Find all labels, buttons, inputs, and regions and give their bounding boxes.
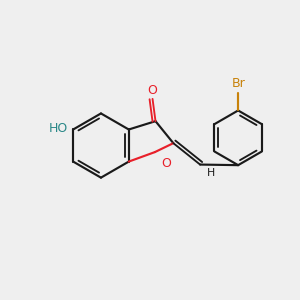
Text: HO: HO [49,122,68,134]
Text: Br: Br [231,77,245,90]
Text: O: O [148,83,158,97]
Text: O: O [161,158,171,170]
Text: H: H [207,168,215,178]
